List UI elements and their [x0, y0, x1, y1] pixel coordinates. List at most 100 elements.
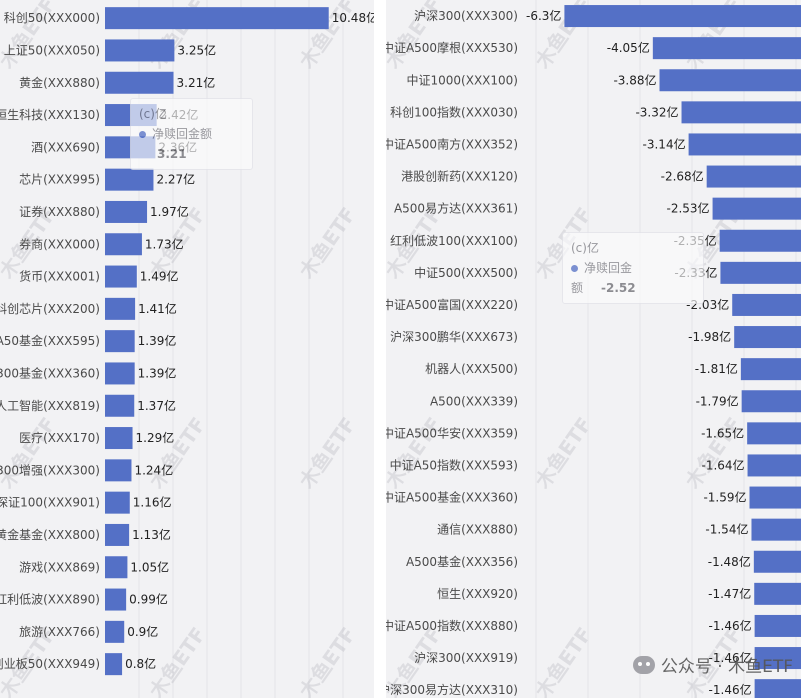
category-label: 中证A500华安(XXX359) — [386, 425, 518, 440]
bar[interactable] — [719, 229, 801, 252]
right-tooltip: (c)亿 净赎回金额 -2.52 — [562, 232, 704, 304]
category-label: 创业板50(XXX949) — [0, 657, 100, 671]
bar[interactable] — [753, 550, 801, 573]
data-label: -1.65亿 — [701, 425, 744, 440]
category-label: 医疗(XXX170) — [19, 431, 100, 445]
category-label: 红利低波100(XXX100) — [390, 233, 518, 248]
bar[interactable] — [105, 71, 174, 94]
watermark-text: 木鱼ETF — [530, 413, 597, 494]
category-label: 证券(XXX880) — [19, 204, 100, 219]
bar[interactable] — [754, 614, 801, 637]
data-label: 0.8亿 — [125, 656, 156, 671]
bar[interactable] — [105, 427, 133, 450]
data-label: -1.48亿 — [708, 554, 751, 569]
data-label: 1.73亿 — [145, 236, 184, 251]
bar[interactable] — [740, 358, 801, 381]
category-label: 黄金基金(XXX800) — [0, 527, 100, 542]
bar[interactable] — [720, 261, 801, 284]
brand-text: 公众号 · 木鱼ETF — [660, 657, 793, 677]
left-tooltip: (c)亿 净赎回金额 3.21 — [130, 98, 253, 170]
bar[interactable] — [105, 588, 127, 611]
bar[interactable] — [751, 518, 801, 541]
brand-badge: 公众号 · 木鱼ETF — [632, 652, 793, 677]
data-label: 3.25亿 — [177, 42, 216, 57]
bar[interactable] — [681, 101, 801, 124]
bar[interactable] — [105, 523, 130, 546]
data-label: -4.05亿 — [607, 40, 650, 55]
data-label: -2.68亿 — [661, 169, 704, 184]
data-label: -1.59亿 — [703, 490, 746, 505]
category-label: 沪深300易方达(XXX310) — [386, 682, 518, 697]
bar[interactable] — [105, 362, 135, 385]
bar[interactable] — [105, 459, 132, 482]
data-label: 1.39亿 — [138, 333, 177, 348]
watermark-text: 木鱼ETF — [680, 413, 747, 494]
bar[interactable] — [754, 647, 801, 670]
category-label: A500基金(XXX356) — [406, 554, 518, 569]
watermark-text: 木鱼ETF — [294, 413, 361, 494]
bar[interactable] — [706, 165, 801, 188]
category-label: 沪深300(XXX300) — [414, 9, 518, 23]
bar[interactable] — [652, 37, 801, 60]
watermark-text: 木鱼ETF — [0, 413, 61, 494]
bar[interactable] — [712, 197, 801, 220]
bar[interactable] — [564, 5, 801, 28]
bar[interactable] — [741, 390, 801, 413]
bar[interactable] — [105, 394, 135, 417]
bar[interactable] — [105, 556, 128, 579]
data-label: 1.05亿 — [130, 559, 169, 574]
data-label: -1.54亿 — [705, 522, 748, 537]
bar[interactable] — [105, 297, 136, 320]
bar[interactable] — [105, 491, 130, 514]
bar[interactable] — [734, 326, 801, 349]
bar[interactable] — [754, 582, 801, 605]
tooltip-unit: (c)亿 — [571, 241, 599, 255]
series-dot-icon — [571, 265, 578, 272]
data-label: -1.64亿 — [701, 457, 744, 472]
tooltip-unit: (c)亿 — [139, 107, 167, 121]
data-label: -1.98亿 — [688, 329, 731, 344]
bar[interactable] — [105, 330, 135, 353]
category-label: 中证A500富国(XXX220) — [386, 297, 518, 312]
bar[interactable] — [105, 265, 137, 288]
bar[interactable] — [105, 39, 175, 62]
bar[interactable] — [105, 168, 154, 191]
data-label: 10.48亿 — [332, 10, 374, 25]
data-label: 1.49亿 — [140, 269, 179, 284]
tooltip-value: 3.21 — [157, 147, 187, 161]
bar[interactable] — [659, 69, 801, 92]
bar[interactable] — [732, 293, 801, 316]
category-label: 科创100指数(XXX030) — [390, 104, 518, 119]
category-label: 中证A500南方(XXX352) — [386, 136, 518, 151]
bar[interactable] — [749, 486, 801, 509]
data-label: -6.3亿 — [526, 8, 561, 23]
data-label: 1.39亿 — [138, 365, 177, 380]
category-label: 通信(XXX880) — [437, 523, 518, 537]
bar[interactable] — [747, 422, 801, 445]
data-label: 3.21亿 — [177, 75, 216, 90]
category-label: 中证A500指数(XXX880) — [386, 618, 518, 633]
bar[interactable] — [105, 653, 123, 676]
data-label: -1.46亿 — [709, 682, 752, 697]
bar[interactable] — [754, 679, 801, 698]
data-label: 1.13亿 — [132, 527, 171, 542]
category-label: 科创50(XXX000) — [4, 11, 100, 25]
bar[interactable] — [105, 200, 148, 223]
data-label: 0.9亿 — [127, 624, 158, 639]
bar[interactable] — [105, 620, 125, 643]
data-label: -3.14亿 — [643, 136, 686, 151]
bar[interactable] — [747, 454, 801, 477]
bar[interactable] — [688, 133, 801, 156]
data-label: 1.37亿 — [137, 398, 176, 413]
category-label: 机器人(XXX500) — [425, 362, 518, 376]
bar[interactable] — [105, 7, 329, 30]
category-label: 货币(XXX001) — [19, 269, 100, 284]
category-label: 港股创新药(XXX120) — [401, 169, 518, 184]
category-label: 上证50(XXX050) — [4, 43, 100, 57]
category-label: 中证A500基金(XXX360) — [386, 490, 518, 505]
bar[interactable] — [105, 233, 142, 256]
category-label: 恒生科技(XXX130) — [0, 108, 100, 122]
data-label: 1.16亿 — [133, 495, 172, 510]
